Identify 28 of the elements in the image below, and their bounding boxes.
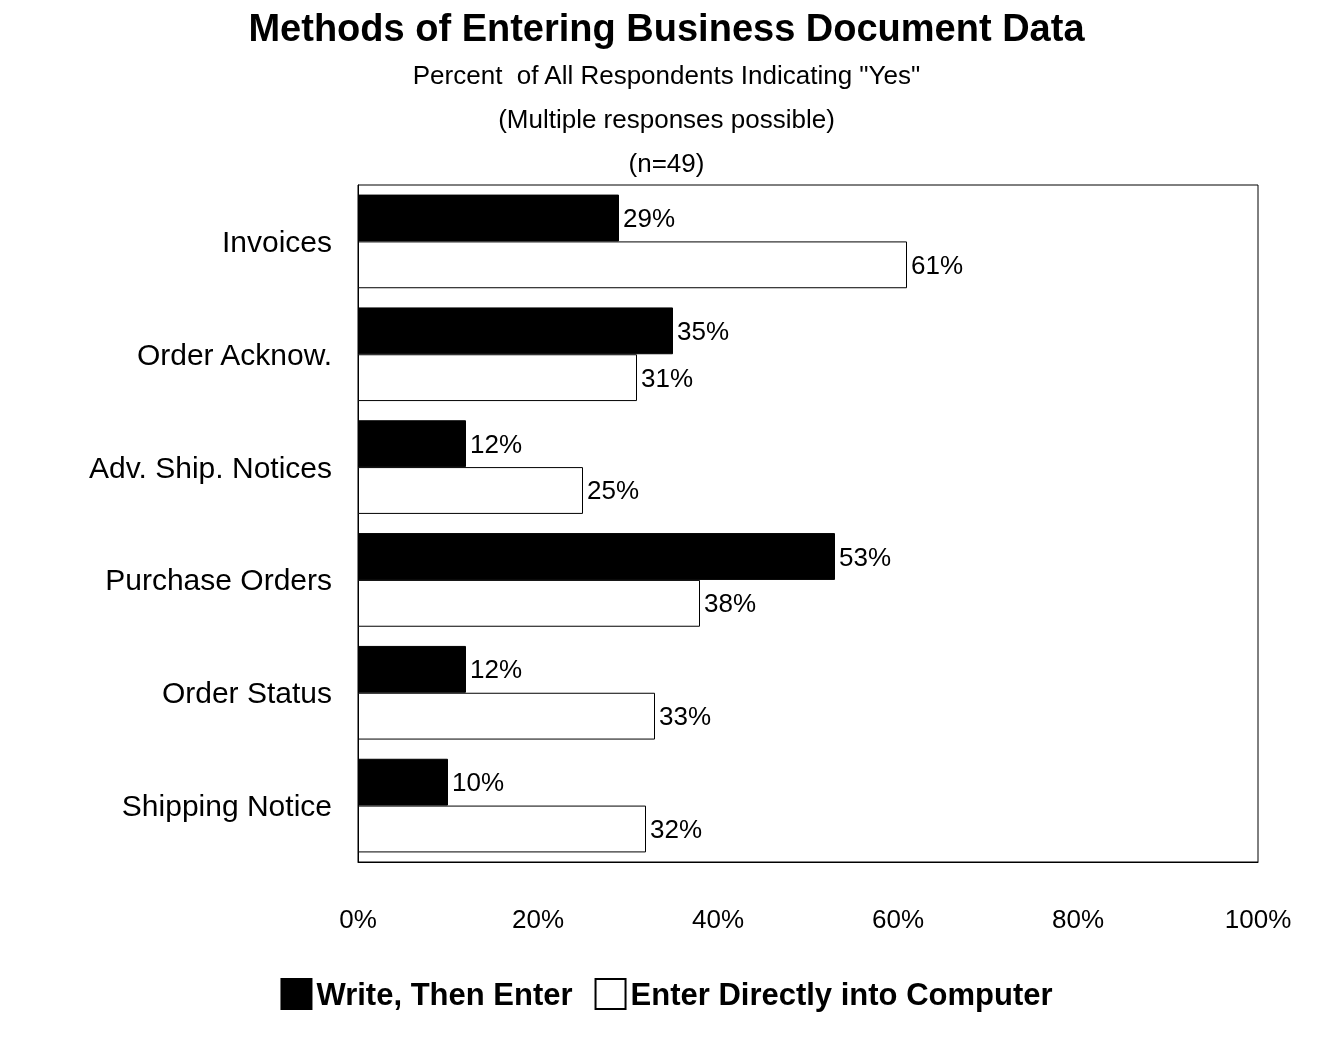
chart-subtitle: Percent of All Respondents Indicating "Yes" (Multiple responses possible) (n=49)	[412, 60, 921, 178]
legend-label: Write, Then Enter	[316, 976, 573, 1012]
data-label: 33%	[659, 701, 712, 732]
x-tick-label: 0%	[339, 904, 377, 934]
data-label: 25%	[587, 475, 640, 506]
x-tick-label: 100%	[1224, 904, 1292, 934]
data-label: 31%	[641, 362, 694, 393]
y-tick-label: Order Status	[161, 676, 332, 710]
data-label: 10%	[452, 767, 505, 798]
data-label: 61%	[911, 249, 964, 280]
data-label: 35%	[677, 315, 730, 346]
data-label: 38%	[704, 588, 757, 619]
legend-label: Enter Directly into Computer	[630, 976, 1053, 1012]
chart-title: Methods of Entering Business Document Data	[248, 7, 1086, 49]
y-tick-label: Purchase Orders	[105, 563, 332, 597]
y-tick-label: Invoices	[221, 224, 332, 258]
data-label: 53%	[839, 541, 892, 572]
x-tick-label: 80%	[1051, 904, 1105, 934]
data-label: 32%	[650, 814, 703, 844]
x-tick-label: 20%	[511, 904, 565, 934]
x-tick-label: 60%	[871, 904, 925, 934]
y-tick-label: Shipping Notice	[121, 789, 332, 823]
x-tick-label: 40%	[691, 904, 745, 934]
y-tick-label: Adv. Ship. Notices	[89, 450, 332, 484]
data-label: 12%	[470, 654, 523, 685]
y-tick-label: Order Acknow.	[136, 337, 332, 371]
data-label: 29%	[623, 203, 676, 233]
data-label: 12%	[470, 428, 523, 459]
